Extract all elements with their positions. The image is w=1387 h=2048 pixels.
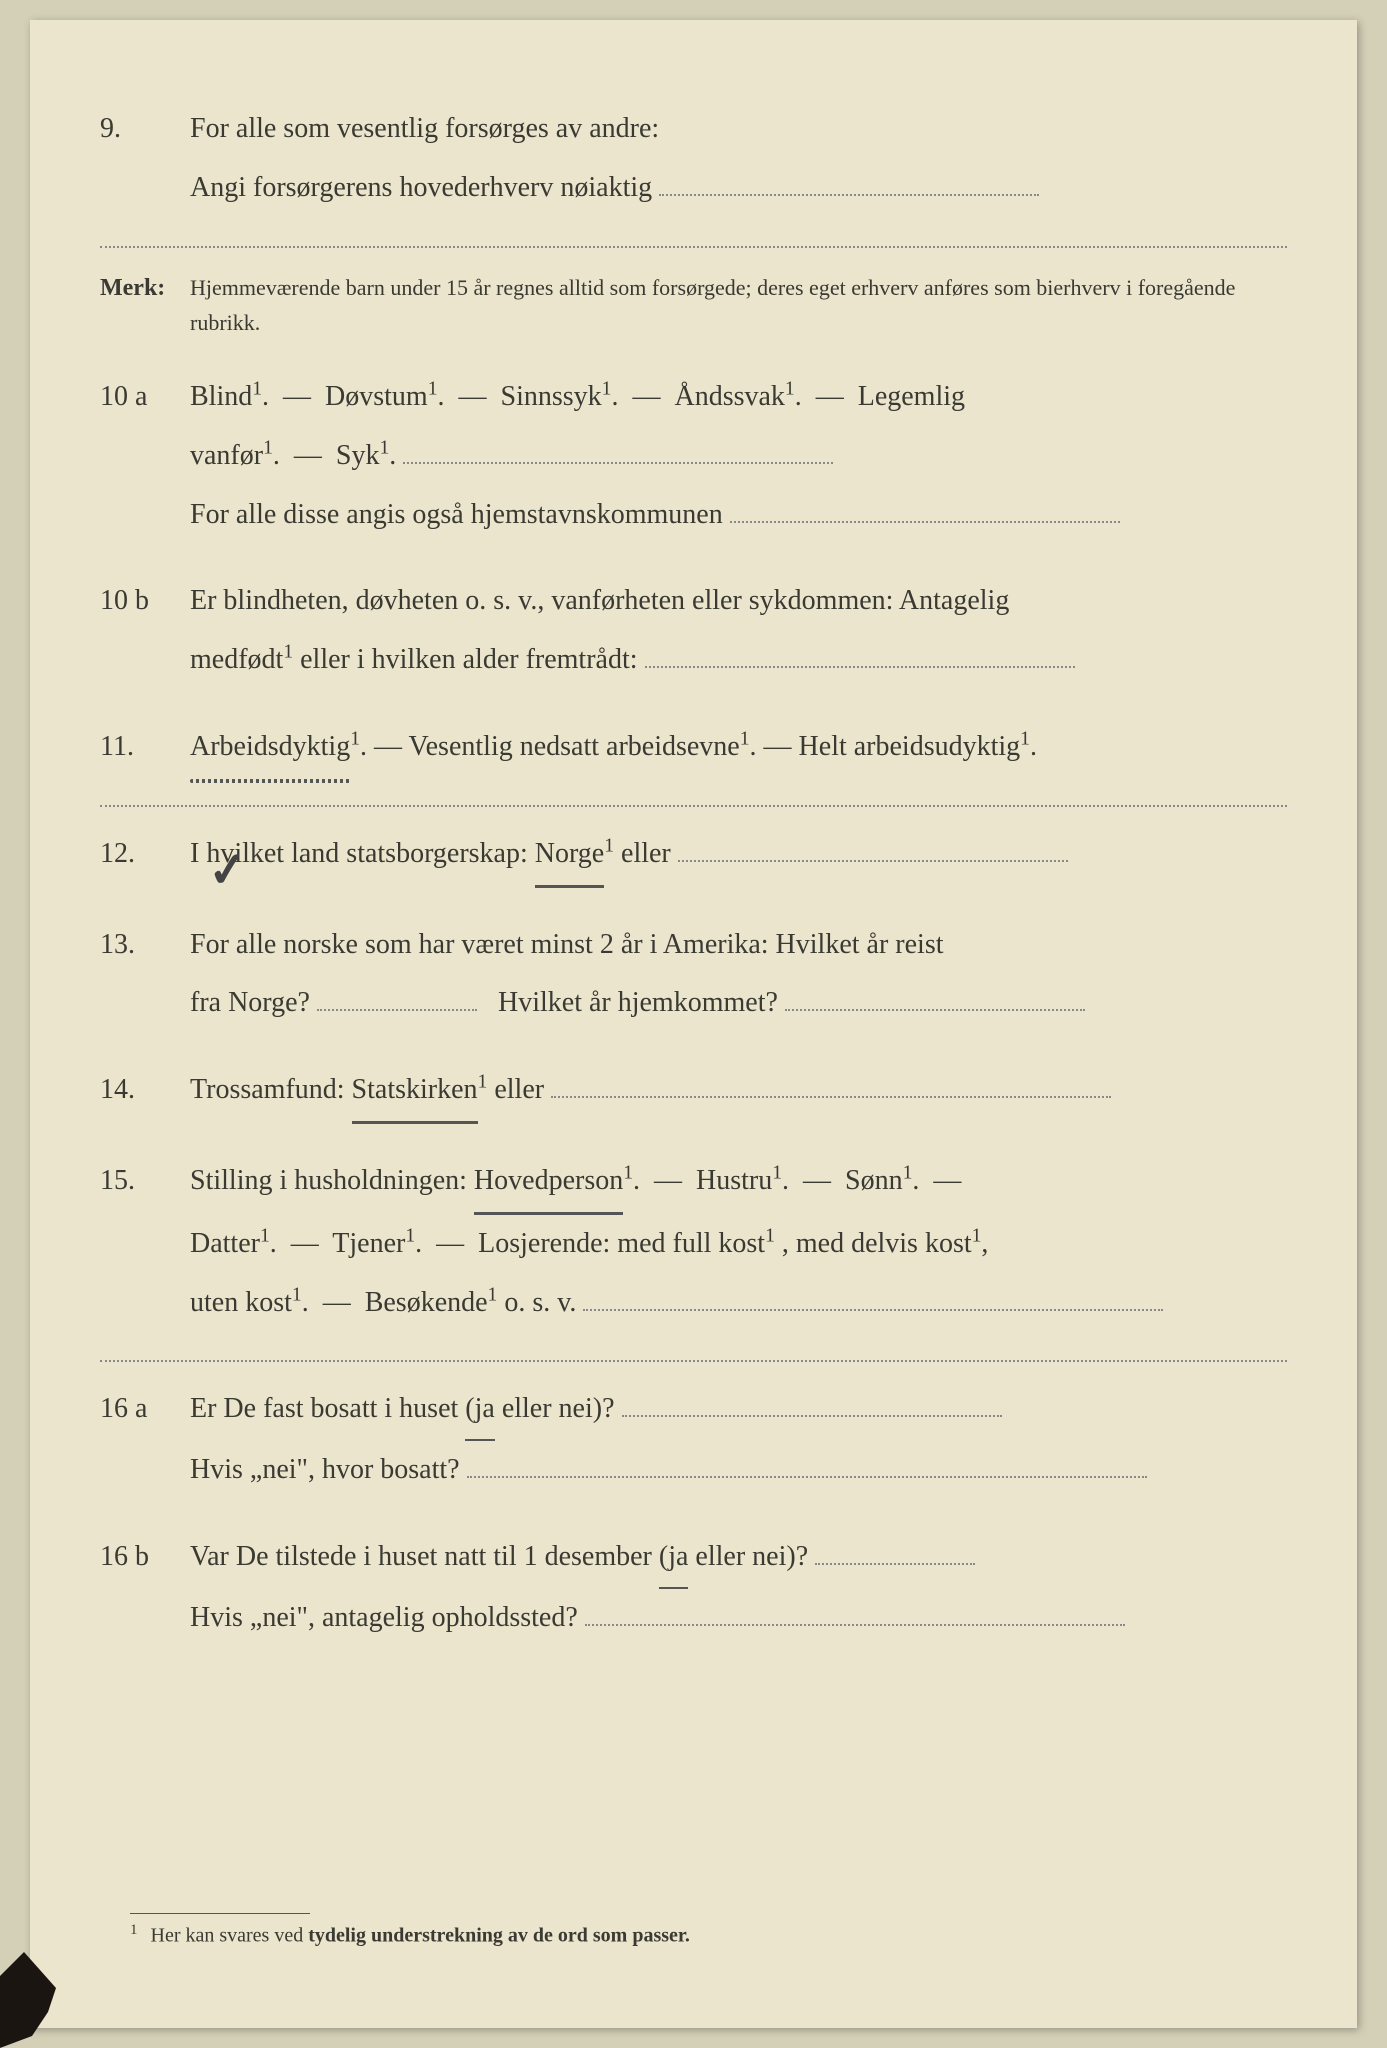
q15-los2: , med delvis kost: [782, 1228, 972, 1259]
q10a-w2: Døvstum: [325, 381, 428, 412]
q15-w6: uten kost: [190, 1287, 292, 1318]
q10a-content: Blind1. — Døvstum1. — Sinnssyk1. — Åndss…: [190, 368, 1287, 544]
q10a-line3: For alle disse angis også hjemstavnskomm…: [190, 499, 723, 530]
q12-post: eller: [621, 838, 671, 869]
footnote-text-bold: tydelig understrekning av de ord som pas…: [308, 1925, 690, 1947]
q15-w4: Datter: [190, 1228, 260, 1259]
q10a-w4: Åndssvak: [674, 381, 784, 412]
q10b-number: 10 b: [100, 574, 190, 627]
q15-w5: Tjener: [332, 1228, 405, 1259]
q16b-line1b: eller nei)?: [695, 1541, 808, 1572]
q16b-fill1: [815, 1563, 975, 1565]
question-16b: 16 b Var De tilstede i huset natt til 1 …: [100, 1528, 1287, 1648]
merk-label: Merk:: [100, 266, 190, 312]
footnote: 1 Her kan svares ved tydelig understrekn…: [130, 1913, 1287, 1948]
q9-line1: For alle som vesentlig forsørges av andr…: [190, 113, 659, 144]
q16a-line1a: Er De fast bosatt i huset: [190, 1393, 465, 1424]
q10a-w7: Syk: [336, 440, 380, 471]
q12-fill: [678, 860, 1068, 862]
census-form-page: 9. For alle som vesentlig forsørges av a…: [30, 20, 1357, 2028]
q16a-line2: Hvis „nei", hvor bosatt?: [190, 1454, 460, 1485]
q16a-ja-underlined: (ja: [465, 1380, 495, 1441]
q14-number: 14.: [100, 1063, 190, 1116]
q15-pre: Stilling i husholdningen:: [190, 1165, 474, 1196]
q15-number: 15.: [100, 1154, 190, 1207]
q13-number: 13.: [100, 918, 190, 971]
q9-line2: Angi forsørgerens hovederhverv nøiaktig: [190, 172, 652, 203]
q16b-fill2: [585, 1624, 1125, 1626]
footnote-rule: [130, 1913, 310, 1914]
q15-end: o. s. v.: [504, 1287, 576, 1318]
divider-3: [100, 1360, 1287, 1362]
q13-content: For alle norske som har været minst 2 år…: [190, 916, 1287, 1034]
q16a-content: Er De fast bosatt i huset (ja eller nei)…: [190, 1380, 1287, 1500]
q9-number: 9.: [100, 102, 190, 155]
q16b-line1a: Var De tilstede i huset natt til 1 desem…: [190, 1541, 659, 1572]
q12-w1-underlined: Norge: [535, 825, 604, 888]
question-10a: 10 a Blind1. — Døvstum1. — Sinnssyk1. — …: [100, 368, 1287, 544]
q12-content: I hvilket land statsborgerskap: Norge1 e…: [190, 825, 1287, 888]
q15-w3: Sønn: [845, 1165, 903, 1196]
q10b-w1: medfødt: [190, 644, 283, 675]
q13-line2a: fra Norge?: [190, 987, 310, 1018]
q15-w2: Hustru: [696, 1165, 772, 1196]
q10a-fill2: [730, 521, 1120, 523]
q11-end: — Helt arbeidsudyktig: [764, 731, 1021, 762]
q16b-ja-underlined: (ja: [659, 1528, 689, 1589]
question-15: 15. Stilling i husholdningen: Hovedperso…: [100, 1152, 1287, 1332]
question-10b: 10 b Er blindheten, døvheten o. s. v., v…: [100, 572, 1287, 690]
q11-w1-underlined: Arbeidsdyktig: [190, 718, 350, 777]
q16b-content: Var De tilstede i huset natt til 1 desem…: [190, 1528, 1287, 1648]
footnote-text-pre: Her kan svares ved: [151, 1925, 309, 1947]
question-14: 14. Trossamfund: Statskirken1 eller: [100, 1061, 1287, 1124]
q10b-rest: eller i hvilken alder fremtrådt:: [300, 644, 637, 675]
q13-line2b: Hvilket år hjemkommet?: [498, 987, 778, 1018]
q16b-line2: Hvis „nei", antagelig opholdssted?: [190, 1602, 578, 1633]
q14-pre: Trossamfund:: [190, 1074, 352, 1105]
q12-checkmark: ✓: [204, 823, 252, 917]
q16b-number: 16 b: [100, 1530, 190, 1583]
q9-fill: [659, 194, 1039, 196]
q14-content: Trossamfund: Statskirken1 eller: [190, 1061, 1287, 1124]
q11-content: Arbeidsdyktig1. — Vesentlig nedsatt arbe…: [190, 718, 1287, 777]
q13-line1: For alle norske som har været minst 2 år…: [190, 929, 944, 960]
q16a-line1b: eller nei)?: [502, 1393, 615, 1424]
q15-los: Losjerende: med full kost: [478, 1228, 765, 1259]
q11-mid: — Vesentlig nedsatt arbeidsevne: [374, 731, 740, 762]
q10a-number: 10 a: [100, 370, 190, 423]
q10b-line1: Er blindheten, døvheten o. s. v., vanfør…: [190, 585, 1009, 616]
question-13: 13. For alle norske som har været minst …: [100, 916, 1287, 1034]
q13-fill2: [785, 1009, 1085, 1011]
q14-fill: [551, 1096, 1111, 1098]
divider-2: [100, 805, 1287, 807]
q10a-w5: Legemlig: [858, 381, 965, 412]
q10a-w6: vanfør: [190, 440, 263, 471]
q11-number: 11.: [100, 720, 190, 773]
q14-post: eller: [494, 1074, 544, 1105]
question-11: 11. Arbeidsdyktig1. — Vesentlig nedsatt …: [100, 718, 1287, 777]
q15-w7: Besøkende: [365, 1287, 488, 1318]
q16a-number: 16 a: [100, 1382, 190, 1435]
q16a-fill1: [622, 1415, 1002, 1417]
question-16a: 16 a Er De fast bosatt i huset (ja eller…: [100, 1380, 1287, 1500]
q9-content: For alle som vesentlig forsørges av andr…: [190, 100, 1287, 218]
question-9: 9. For alle som vesentlig forsørges av a…: [100, 100, 1287, 218]
divider-1: [100, 246, 1287, 248]
q15-fill: [583, 1309, 1163, 1311]
q10a-fill1: [403, 462, 833, 464]
q10b-fill: [645, 666, 1075, 668]
footnote-number: 1: [130, 1922, 138, 1938]
merk-note: Merk: Hjemmeværende barn under 15 år reg…: [100, 266, 1287, 340]
q10a-w1: Blind: [190, 381, 252, 412]
question-12: ✓ 12. I hvilket land statsborgerskap: No…: [100, 825, 1287, 888]
q15-content: Stilling i husholdningen: Hovedperson1. …: [190, 1152, 1287, 1332]
q13-fill1: [317, 1009, 477, 1011]
q10b-content: Er blindheten, døvheten o. s. v., vanfør…: [190, 572, 1287, 690]
q15-w1-underlined: Hovedperson: [474, 1152, 623, 1215]
q16a-fill2: [467, 1476, 1147, 1478]
q14-w1-underlined: Statskirken: [352, 1061, 478, 1124]
merk-text: Hjemmeværende barn under 15 år regnes al…: [190, 270, 1287, 340]
q10a-w3: Sinnssyk: [501, 381, 602, 412]
q12-number: 12.: [100, 827, 190, 880]
